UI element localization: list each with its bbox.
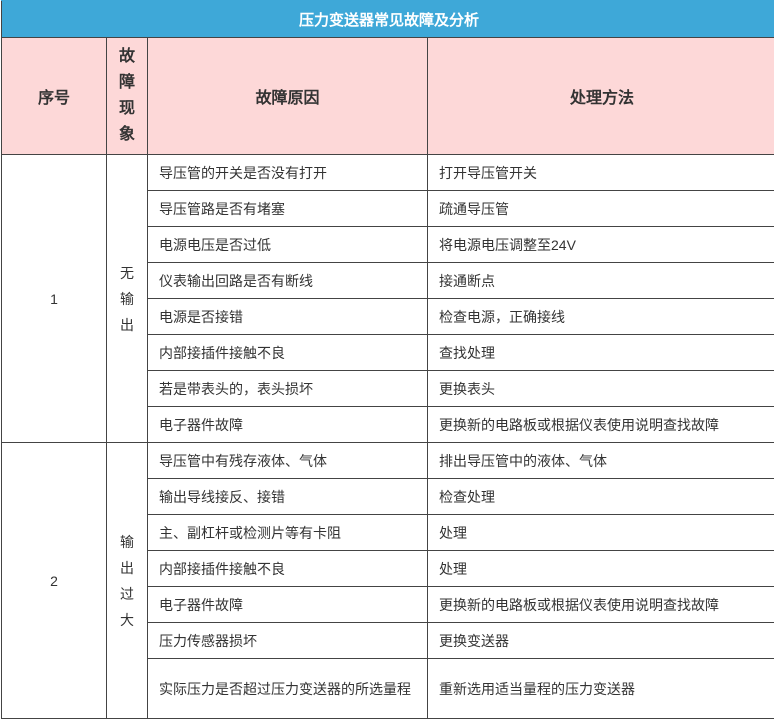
phenomenon-char: 出 — [120, 317, 134, 333]
fault-cause: 导压管的开关是否没有打开 — [148, 155, 428, 191]
fault-method: 处理 — [428, 515, 774, 551]
fault-phenomenon: 无输出 — [107, 155, 148, 443]
header-char: 象 — [119, 126, 135, 143]
row-number: 1 — [2, 155, 107, 443]
fault-cause: 内部接插件接触不良 — [148, 335, 428, 371]
fault-cause: 实际压力是否超过压力变送器的所选量程 — [148, 659, 428, 719]
header-char: 故 — [119, 48, 135, 65]
fault-cause: 电子器件故障 — [148, 407, 428, 443]
table-title: 压力变送器常见故障及分析 — [2, 1, 774, 38]
phenomenon-char: 无 — [120, 265, 134, 281]
fault-method: 打开导压管开关 — [428, 155, 774, 191]
header-char: 现 — [119, 100, 135, 117]
phenomenon-char: 出 — [120, 560, 134, 576]
fault-method: 疏通导压管 — [428, 191, 774, 227]
fault-cause: 若是带表头的，表头损坏 — [148, 371, 428, 407]
fault-method: 重新选用适当量程的压力变送器 — [428, 659, 774, 719]
fault-cause: 仪表输出回路是否有断线 — [148, 263, 428, 299]
fault-method: 处理 — [428, 551, 774, 587]
fault-method: 排出导压管中的液体、气体 — [428, 443, 774, 479]
header-char: 障 — [119, 74, 135, 91]
header-no: 序号 — [2, 38, 107, 155]
fault-cause: 导压管中有残存液体、气体 — [148, 443, 428, 479]
fault-method: 更换新的电路板或根据仪表使用说明查找故障 — [428, 407, 774, 443]
header-row: 序号 故 障 现 象 故障原因 处理方法 — [2, 38, 774, 155]
fault-method: 将电源电压调整至24V — [428, 227, 774, 263]
header-method: 处理方法 — [428, 38, 774, 155]
header-phenomenon: 故 障 现 象 — [107, 38, 148, 155]
phenomenon-char: 输 — [120, 534, 134, 550]
phenomenon-char: 大 — [120, 612, 134, 628]
fault-method: 更换变送器 — [428, 623, 774, 659]
fault-cause: 电子器件故障 — [148, 587, 428, 623]
fault-cause: 内部接插件接触不良 — [148, 551, 428, 587]
fault-cause: 电源电压是否过低 — [148, 227, 428, 263]
fault-method: 接通断点 — [428, 263, 774, 299]
fault-method: 查找处理 — [428, 335, 774, 371]
phenomenon-char: 输 — [120, 291, 134, 307]
fault-method: 更换表头 — [428, 371, 774, 407]
fault-phenomenon: 输出过大 — [107, 443, 148, 719]
row-number: 2 — [2, 443, 107, 719]
fault-cause: 导压管路是否有堵塞 — [148, 191, 428, 227]
fault-cause: 主、副杠杆或检测片等有卡阻 — [148, 515, 428, 551]
header-cause: 故障原因 — [148, 38, 428, 155]
fault-method: 更换新的电路板或根据仪表使用说明查找故障 — [428, 587, 774, 623]
phenomenon-char: 过 — [120, 586, 134, 602]
fault-method: 检查处理 — [428, 479, 774, 515]
fault-cause: 输出导线接反、接错 — [148, 479, 428, 515]
fault-cause: 电源是否接错 — [148, 299, 428, 335]
fault-cause: 压力传感器损坏 — [148, 623, 428, 659]
fault-method: 检查电源，正确接线 — [428, 299, 774, 335]
